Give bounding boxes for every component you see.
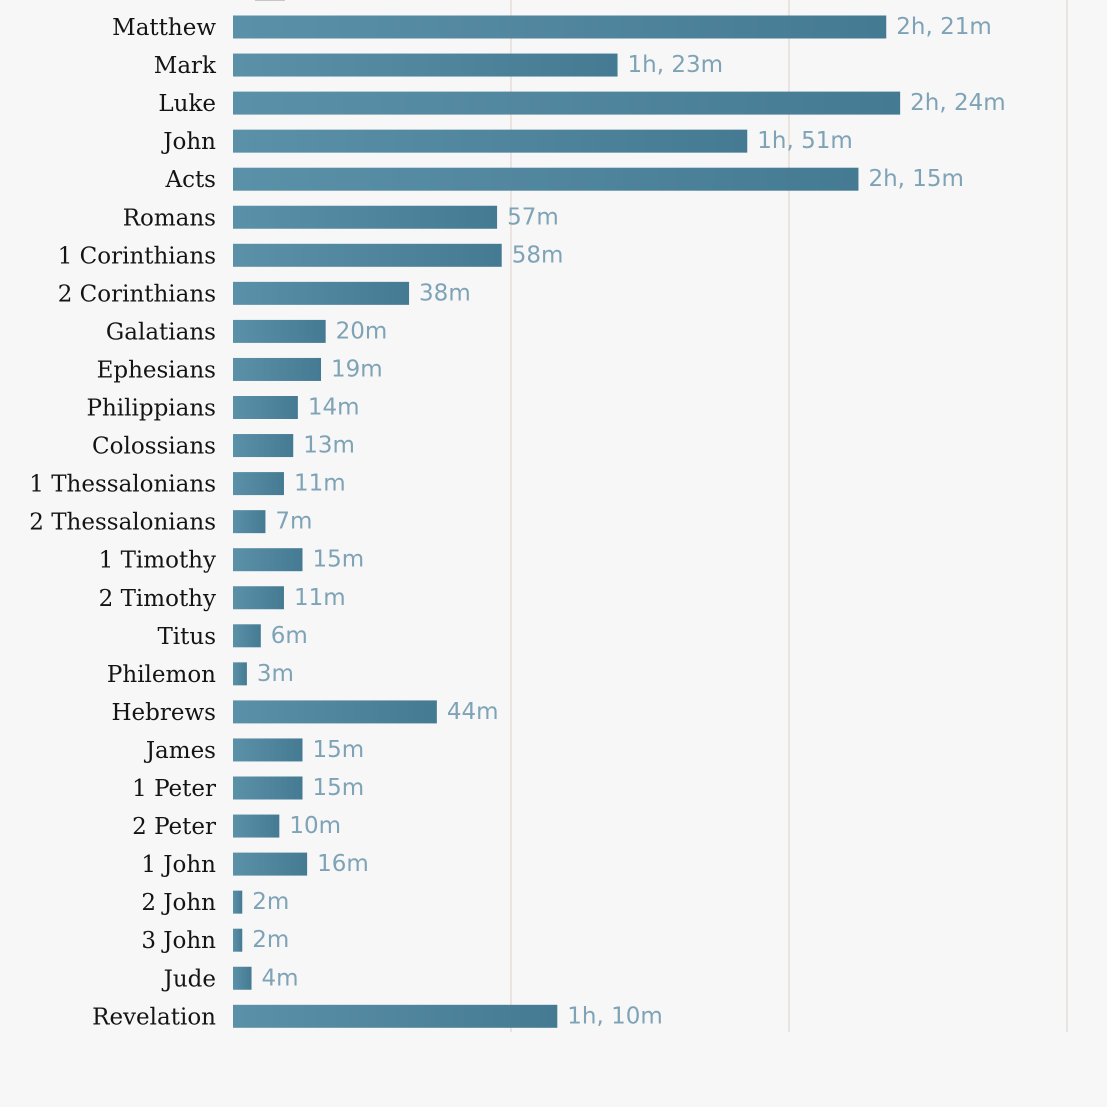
- value-label: 15m: [312, 775, 364, 801]
- bar-mark: [233, 53, 618, 77]
- bar-2-peter: [233, 814, 280, 838]
- bar-revelation: [233, 1004, 558, 1028]
- category-label: James: [144, 738, 216, 764]
- value-label: 15m: [312, 737, 364, 763]
- partial-bar-above: [255, 0, 285, 1]
- category-label: Luke: [158, 91, 216, 117]
- value-label: 44m: [447, 699, 499, 725]
- category-label: Galatians: [106, 319, 216, 345]
- bar-ephesians: [233, 357, 322, 381]
- value-label: 1h, 23m: [628, 52, 724, 78]
- value-label: 1h, 10m: [567, 1003, 663, 1029]
- value-label: 2h, 21m: [896, 14, 992, 40]
- value-label: 14m: [308, 395, 360, 421]
- category-label: 2 John: [141, 890, 216, 916]
- gridlines: [510, 0, 1068, 1032]
- value-label: 2m: [252, 927, 289, 953]
- bar-1-peter: [233, 776, 303, 800]
- value-label: 15m: [312, 547, 364, 573]
- value-label: 2h, 24m: [910, 90, 1006, 116]
- value-label: 38m: [419, 280, 471, 306]
- value-label: 2h, 15m: [868, 166, 964, 192]
- bar-galatians: [233, 319, 326, 343]
- bar-philemon: [233, 662, 247, 686]
- category-label: 1 Timothy: [99, 548, 216, 574]
- category-label: Matthew: [112, 15, 216, 41]
- category-label: 2 Timothy: [99, 586, 216, 612]
- category-label: Jude: [162, 966, 216, 992]
- bar-romans: [233, 205, 498, 229]
- bar-2-corinthians: [233, 281, 410, 305]
- category-label: John: [161, 129, 216, 155]
- bar-acts: [233, 167, 859, 191]
- bar-philippians: [233, 396, 298, 419]
- category-label: 1 Corinthians: [58, 243, 216, 269]
- bar-2-timothy: [233, 586, 284, 610]
- value-label: 4m: [262, 965, 299, 991]
- value-label: 58m: [512, 242, 564, 268]
- bars: [233, 0, 901, 1028]
- bar-titus: [233, 624, 261, 648]
- value-label: 16m: [317, 851, 369, 877]
- category-label: 1 Peter: [132, 776, 216, 802]
- value-label: 11m: [294, 585, 346, 611]
- value-label: 19m: [331, 356, 383, 382]
- bar-1-john: [233, 852, 308, 876]
- bar-luke: [233, 91, 901, 115]
- category-label: Hebrews: [112, 700, 217, 726]
- labels: Matthew 2h, 21m Mark 1h, 23m Luke 2h, 24m John…: [29, 14, 1005, 1030]
- bar-2-thessalonians: [233, 510, 266, 534]
- bar-hebrews: [233, 700, 437, 724]
- category-label: Ephesians: [97, 357, 216, 383]
- category-label: 1 Thessalonians: [29, 472, 216, 498]
- value-label: 3m: [257, 661, 294, 687]
- category-label: Revelation: [92, 1004, 216, 1030]
- value-label: 11m: [294, 471, 346, 497]
- value-label: 6m: [271, 623, 308, 649]
- category-label: 1 John: [141, 852, 216, 878]
- bar-3-john: [233, 928, 243, 952]
- bar-2-john: [233, 890, 243, 914]
- category-label: Titus: [157, 624, 216, 650]
- value-label: 7m: [275, 509, 312, 535]
- bar-jude: [233, 966, 252, 990]
- value-label: 2m: [252, 889, 289, 915]
- bar-1-timothy: [233, 548, 303, 572]
- category-label: Acts: [164, 167, 216, 193]
- bar-colossians: [233, 434, 294, 458]
- category-label: 3 John: [141, 928, 216, 954]
- value-label: 20m: [336, 318, 388, 344]
- category-label: Mark: [154, 53, 217, 79]
- bar-john: [233, 129, 748, 153]
- category-label: Romans: [123, 205, 216, 231]
- category-label: Colossians: [92, 434, 216, 460]
- value-label: 1h, 51m: [757, 128, 853, 154]
- category-label: Philippians: [87, 396, 217, 422]
- bar-matthew: [233, 15, 887, 39]
- value-label: 10m: [289, 813, 341, 839]
- bar-1-corinthians: [233, 243, 502, 267]
- category-label: 2 Corinthians: [58, 281, 216, 307]
- category-label: Philemon: [107, 662, 216, 688]
- value-label: 57m: [507, 204, 559, 230]
- bar-1-thessalonians: [233, 472, 284, 496]
- category-label: 2 Peter: [132, 814, 216, 840]
- bar-james: [233, 738, 303, 762]
- value-label: 13m: [303, 433, 355, 459]
- category-label: 2 Thessalonians: [29, 510, 216, 536]
